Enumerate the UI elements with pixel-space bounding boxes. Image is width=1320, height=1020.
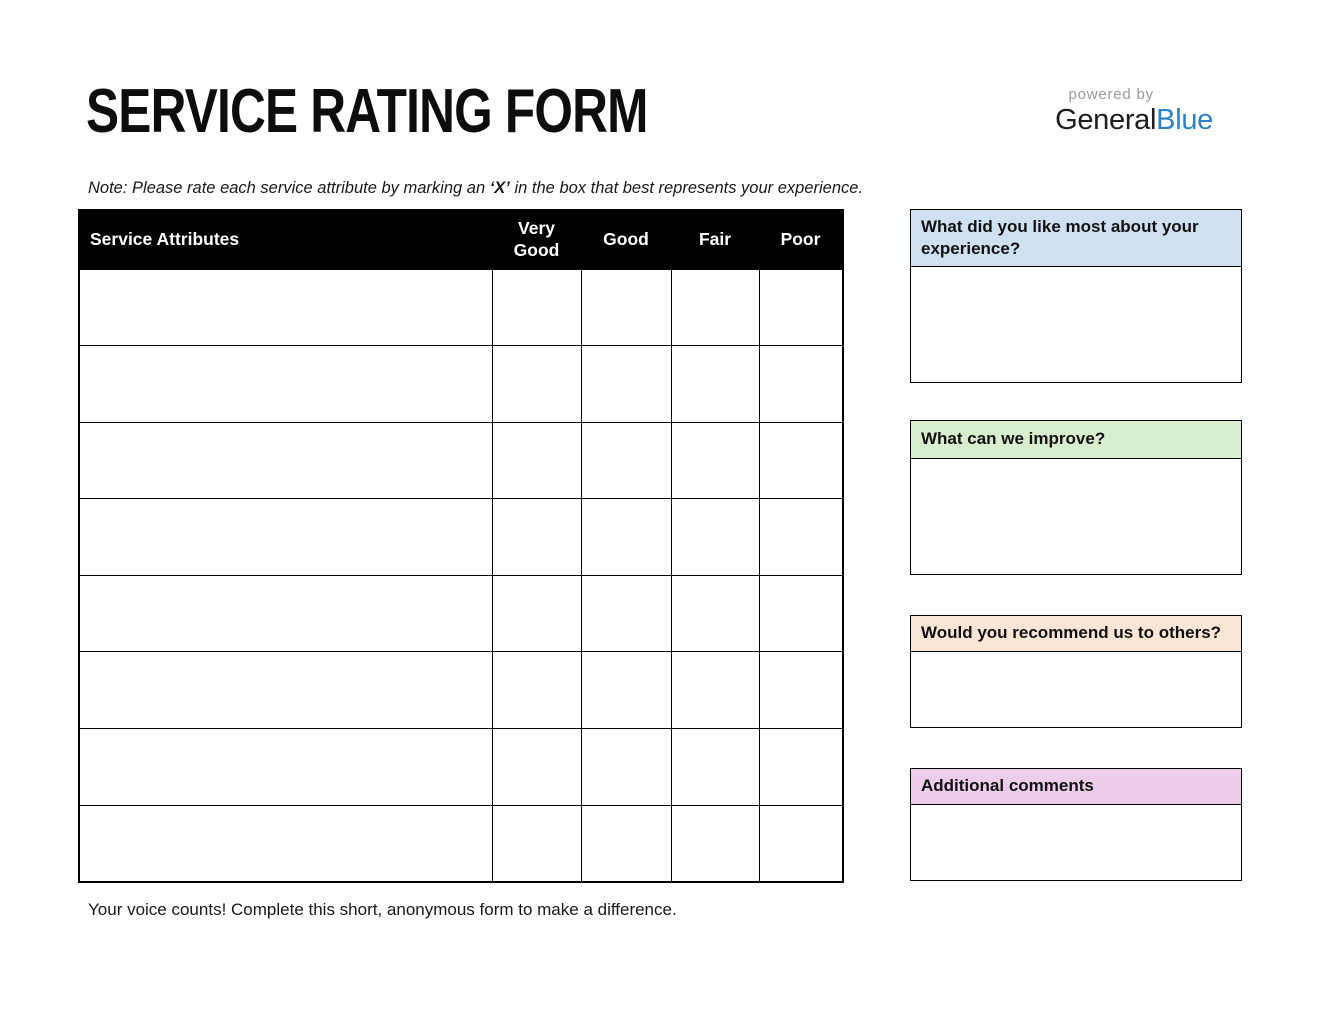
feedback-box-improve-label: What can we improve?	[911, 421, 1241, 459]
instruction-note: Note: Please rate each service attribute…	[88, 179, 863, 198]
brand-logo: powered by GeneralBlue	[1055, 86, 1213, 137]
rating-cell[interactable]	[580, 498, 672, 576]
instruction-note-prefix: Note: Please rate each service attribute…	[88, 179, 490, 197]
rating-table-body	[78, 268, 844, 883]
rating-cell[interactable]	[580, 345, 672, 423]
rating-cell[interactable]	[491, 651, 582, 730]
feedback-box-recommend: Would you recommend us to others?	[910, 615, 1242, 728]
instruction-note-suffix: in the box that best represents your exp…	[509, 179, 864, 197]
feedback-box-like-most-input-area[interactable]	[911, 267, 1241, 382]
rating-cell[interactable]	[491, 421, 582, 500]
rating-cell[interactable]	[670, 268, 760, 347]
rating-cell[interactable]	[580, 651, 672, 730]
powered-by-text: powered by	[1068, 86, 1154, 103]
rating-cell[interactable]	[491, 804, 582, 883]
rating-cell[interactable]	[758, 268, 844, 347]
rating-cell[interactable]	[670, 498, 760, 576]
rating-table-row	[78, 804, 844, 883]
rating-cell[interactable]	[491, 268, 582, 347]
attribute-cell[interactable]	[78, 345, 493, 423]
attribute-cell[interactable]	[78, 574, 493, 653]
rating-cell[interactable]	[491, 728, 582, 806]
feedback-box-improve-input-area[interactable]	[911, 459, 1241, 574]
col-header-fair: Fair	[698, 228, 732, 249]
rating-cell[interactable]	[580, 421, 672, 500]
feedback-box-additional-comments-label: Additional comments	[911, 769, 1241, 805]
feedback-box-additional-comments-input-area[interactable]	[911, 805, 1241, 880]
rating-cell[interactable]	[758, 651, 844, 730]
rating-cell[interactable]	[670, 421, 760, 500]
footer-text: Your voice counts! Complete this short, …	[88, 900, 677, 919]
feedback-box-improve: What can we improve?	[910, 420, 1242, 575]
brand-name-general: General	[1055, 104, 1157, 136]
rating-cell[interactable]	[491, 498, 582, 576]
attribute-cell[interactable]	[78, 421, 493, 500]
rating-table-row	[78, 421, 844, 500]
page-title: SERVICE RATING FORM	[86, 77, 648, 146]
rating-cell[interactable]	[758, 498, 844, 576]
feedback-box-recommend-label: Would you recommend us to others?	[911, 616, 1241, 652]
rating-cell[interactable]	[670, 804, 760, 883]
rating-cell[interactable]	[670, 728, 760, 806]
rating-table-header-row: Service Attributes Very Good Good Fair P…	[79, 210, 843, 269]
attribute-cell[interactable]	[78, 728, 493, 806]
rating-table-row	[78, 498, 844, 576]
feedback-box-recommend-input-area[interactable]	[911, 652, 1241, 727]
rating-cell[interactable]	[580, 574, 672, 653]
rating-table: Service Attributes Very Good Good Fair P…	[78, 209, 844, 883]
col-header-good: Good	[603, 228, 649, 249]
rating-cell[interactable]	[758, 421, 844, 500]
attribute-cell[interactable]	[78, 651, 493, 730]
rating-table-row	[78, 268, 844, 347]
instruction-note-x: ‘X’	[489, 179, 510, 197]
col-header-very-good: Very Good	[513, 217, 560, 260]
rating-cell[interactable]	[758, 728, 844, 806]
rating-cell[interactable]	[758, 574, 844, 653]
brand-name-blue: Blue	[1156, 104, 1213, 136]
rating-cell[interactable]	[491, 574, 582, 653]
rating-table-row	[78, 574, 844, 653]
rating-cell[interactable]	[670, 651, 760, 730]
feedback-box-like-most-label: What did you like most about your experi…	[911, 210, 1241, 267]
attribute-cell[interactable]	[78, 268, 493, 347]
brand-name: GeneralBlue	[1055, 104, 1213, 137]
rating-cell[interactable]	[670, 345, 760, 423]
col-header-service-attributes: Service Attributes	[90, 228, 240, 249]
rating-table-row	[78, 345, 844, 423]
rating-cell[interactable]	[758, 345, 844, 423]
col-header-poor: Poor	[780, 228, 821, 249]
feedback-box-additional-comments: Additional comments	[910, 768, 1242, 881]
rating-cell[interactable]	[580, 728, 672, 806]
attribute-cell[interactable]	[78, 498, 493, 576]
rating-cell[interactable]	[758, 804, 844, 883]
feedback-box-like-most: What did you like most about your experi…	[910, 209, 1242, 383]
attribute-cell[interactable]	[78, 804, 493, 883]
rating-cell[interactable]	[580, 268, 672, 347]
rating-cell[interactable]	[670, 574, 760, 653]
rating-table-row	[78, 651, 844, 730]
rating-cell[interactable]	[580, 804, 672, 883]
rating-table-row	[78, 728, 844, 806]
rating-cell[interactable]	[491, 345, 582, 423]
